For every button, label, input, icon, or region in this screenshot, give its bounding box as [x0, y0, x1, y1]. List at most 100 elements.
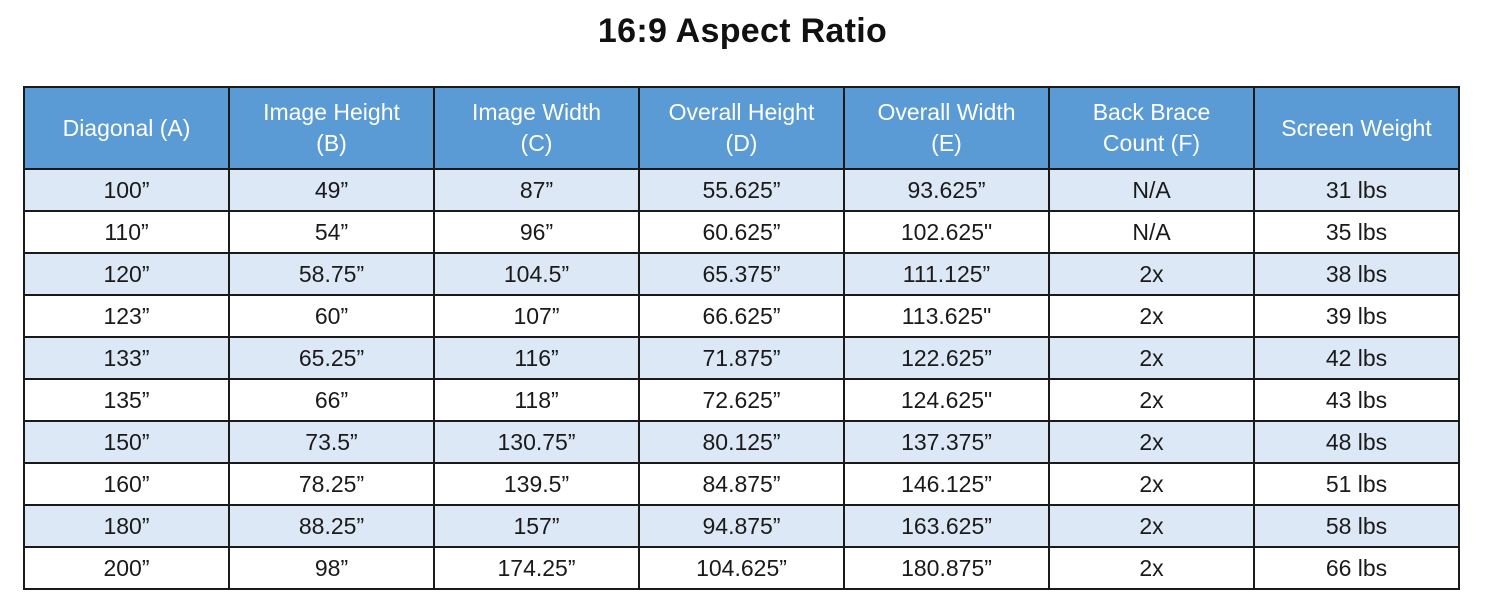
- column-header-overall-height: Overall Height (D): [638, 86, 845, 170]
- cell-overall-height: 66.625”: [638, 294, 845, 338]
- cell-screen-weight: 48 lbs: [1253, 420, 1460, 464]
- column-header-line: Back Brace: [1092, 99, 1211, 125]
- table-row: 150” 73.5” 130.75” 80.125” 137.375” 2x 48 lbs: [23, 420, 1460, 464]
- column-header-line: Screen Weight: [1281, 114, 1432, 141]
- table-body: 100” 49” 87” 55.625” 93.625” N/A 31 lbs 110” 54”…: [23, 168, 1460, 590]
- cell-image-height: 60”: [228, 294, 435, 338]
- column-header-image-width: Image Width (C): [433, 86, 640, 170]
- cell-image-height: 88.25”: [228, 504, 435, 548]
- cell-screen-weight: 43 lbs: [1253, 378, 1460, 422]
- cell-image-width: 157”: [433, 504, 640, 548]
- cell-image-width: 116”: [433, 336, 640, 380]
- cell-back-brace-count: N/A: [1048, 168, 1255, 212]
- cell-screen-weight: 31 lbs: [1253, 168, 1460, 212]
- cell-diagonal: 180”: [23, 504, 230, 548]
- table-row: 135” 66” 118” 72.625” 124.625" 2x 43 lbs: [23, 378, 1460, 422]
- cell-image-height: 49”: [228, 168, 435, 212]
- cell-overall-width: 93.625”: [843, 168, 1050, 212]
- column-header-back-brace-count: Back Brace Count (F): [1048, 86, 1255, 170]
- cell-image-height: 58.75”: [228, 252, 435, 296]
- cell-diagonal: 110”: [23, 210, 230, 254]
- cell-image-width: 96”: [433, 210, 640, 254]
- cell-back-brace-count: 2x: [1048, 462, 1255, 506]
- cell-overall-height: 104.625”: [638, 546, 845, 590]
- cell-back-brace-count: 2x: [1048, 252, 1255, 296]
- cell-overall-width: 180.875”: [843, 546, 1050, 590]
- table-row: 120” 58.75” 104.5” 65.375” 111.125” 2x 38 lbs: [23, 252, 1460, 296]
- cell-screen-weight: 42 lbs: [1253, 336, 1460, 380]
- column-header-line: (B): [316, 130, 347, 156]
- cell-image-height: 78.25”: [228, 462, 435, 506]
- cell-diagonal: 135”: [23, 378, 230, 422]
- cell-overall-height: 94.875”: [638, 504, 845, 548]
- cell-overall-width: 146.125”: [843, 462, 1050, 506]
- cell-overall-width: 113.625": [843, 294, 1050, 338]
- cell-back-brace-count: 2x: [1048, 504, 1255, 548]
- cell-overall-height: 71.875”: [638, 336, 845, 380]
- column-header-line: Image Height: [263, 99, 400, 125]
- cell-back-brace-count: 2x: [1048, 546, 1255, 590]
- table-header: Diagonal (A) Image Height (B) Image Width (C…: [23, 86, 1460, 170]
- column-header-line: (C): [520, 130, 553, 156]
- cell-back-brace-count: 2x: [1048, 336, 1255, 380]
- cell-overall-width: 111.125”: [843, 252, 1050, 296]
- column-header-overall-width: Overall Width (E): [843, 86, 1050, 170]
- cell-overall-height: 65.375”: [638, 252, 845, 296]
- cell-image-width: 174.25”: [433, 546, 640, 590]
- column-header-diagonal: Diagonal (A): [23, 86, 230, 170]
- cell-overall-width: 122.625”: [843, 336, 1050, 380]
- cell-back-brace-count: 2x: [1048, 378, 1255, 422]
- cell-image-height: 54”: [228, 210, 435, 254]
- cell-image-width: 118”: [433, 378, 640, 422]
- cell-overall-height: 72.625”: [638, 378, 845, 422]
- cell-diagonal: 160”: [23, 462, 230, 506]
- table-row: 180” 88.25” 157” 94.875” 163.625” 2x 58 lbs: [23, 504, 1460, 548]
- column-header-line: Overall Height: [668, 99, 815, 125]
- column-header-line: Image Width: [471, 99, 602, 125]
- cell-image-height: 73.5”: [228, 420, 435, 464]
- cell-overall-width: 102.625": [843, 210, 1050, 254]
- cell-diagonal: 123”: [23, 294, 230, 338]
- cell-image-height: 65.25”: [228, 336, 435, 380]
- column-header-line: Overall Width: [877, 99, 1016, 125]
- table-row: 200” 98” 174.25” 104.625” 180.875” 2x 66 lbs: [23, 546, 1460, 590]
- cell-screen-weight: 39 lbs: [1253, 294, 1460, 338]
- cell-diagonal: 200”: [23, 546, 230, 590]
- cell-overall-height: 84.875”: [638, 462, 845, 506]
- cell-screen-weight: 58 lbs: [1253, 504, 1460, 548]
- cell-screen-weight: 38 lbs: [1253, 252, 1460, 296]
- cell-image-width: 139.5”: [433, 462, 640, 506]
- column-header-line: (E): [931, 130, 962, 156]
- cell-image-width: 87”: [433, 168, 640, 212]
- cell-diagonal: 133”: [23, 336, 230, 380]
- table-row: 160” 78.25” 139.5” 84.875” 146.125” 2x 51 lbs: [23, 462, 1460, 506]
- cell-diagonal: 150”: [23, 420, 230, 464]
- cell-back-brace-count: 2x: [1048, 294, 1255, 338]
- cell-overall-width: 163.625”: [843, 504, 1050, 548]
- table-row: 133” 65.25” 116” 71.875” 122.625” 2x 42 lbs: [23, 336, 1460, 380]
- cell-diagonal: 120”: [23, 252, 230, 296]
- cell-diagonal: 100”: [23, 168, 230, 212]
- cell-back-brace-count: 2x: [1048, 420, 1255, 464]
- cell-image-height: 66”: [228, 378, 435, 422]
- cell-overall-height: 55.625”: [638, 168, 845, 212]
- cell-overall-height: 60.625”: [638, 210, 845, 254]
- cell-back-brace-count: N/A: [1048, 210, 1255, 254]
- column-header-screen-weight: Screen Weight: [1253, 86, 1460, 170]
- cell-overall-width: 137.375”: [843, 420, 1050, 464]
- cell-screen-weight: 35 lbs: [1253, 210, 1460, 254]
- cell-image-width: 107”: [433, 294, 640, 338]
- cell-overall-width: 124.625": [843, 378, 1050, 422]
- cell-image-width: 104.5”: [433, 252, 640, 296]
- column-header-image-height: Image Height (B): [228, 86, 435, 170]
- table-row: 100” 49” 87” 55.625” 93.625” N/A 31 lbs: [23, 168, 1460, 212]
- aspect-ratio-table: Diagonal (A) Image Height (B) Image Width (C…: [23, 86, 1460, 590]
- column-header-line: (D): [725, 130, 758, 156]
- cell-image-width: 130.75”: [433, 420, 640, 464]
- header-row: Diagonal (A) Image Height (B) Image Width (C…: [23, 86, 1460, 170]
- cell-image-height: 98”: [228, 546, 435, 590]
- table-row: 110” 54” 96” 60.625” 102.625" N/A 35 lbs: [23, 210, 1460, 254]
- column-header-line: Diagonal (A): [62, 114, 191, 141]
- cell-screen-weight: 66 lbs: [1253, 546, 1460, 590]
- cell-screen-weight: 51 lbs: [1253, 462, 1460, 506]
